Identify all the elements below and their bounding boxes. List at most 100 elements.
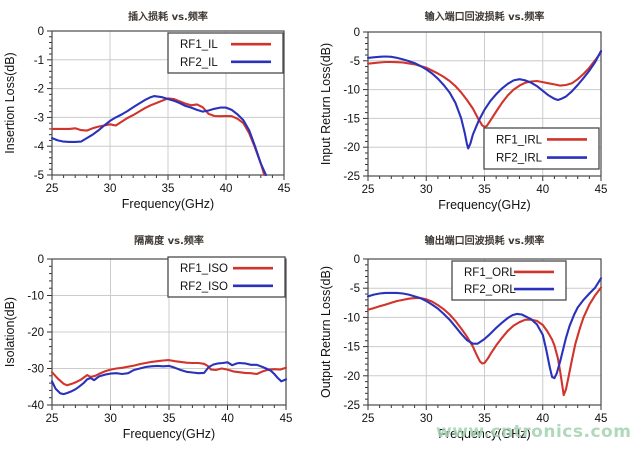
y-tick-labels: -25 -20 -15 -10 -5 0 — [343, 254, 360, 412]
x-tick-labels: 25 30 35 40 45 — [46, 413, 293, 425]
legend: RF1_ISO RF2_ISO — [167, 256, 286, 298]
x-tick-label: 35 — [478, 413, 491, 425]
y-tick-label: 0 — [38, 254, 44, 266]
legend-label: RF2_ISO — [180, 281, 228, 293]
y-tick-label: -20 — [27, 327, 44, 339]
y-tick-label: -10 — [343, 312, 360, 324]
chart-output-return-loss: 输出端口回波损耗 vs.频率 25 30 35 40 45 -25 -20 -15 -10 -5 0 F… — [316, 224, 632, 448]
y-tick-label: 0 — [354, 254, 360, 266]
y-tick-label: -25 — [343, 171, 360, 183]
x-tick-label: 40 — [536, 184, 549, 196]
x-tick-label: 25 — [46, 413, 59, 425]
y-tick-label: -15 — [343, 342, 360, 354]
x-tick-label: 45 — [278, 183, 291, 195]
series-line-RF1_IRL — [366, 51, 603, 129]
y-tick-label: 0 — [38, 26, 44, 38]
series-line-RF2_ORL — [366, 277, 603, 380]
plot-area — [367, 31, 602, 177]
x-tick-label: 25 — [362, 413, 375, 425]
y-tick-label: -5 — [350, 56, 360, 68]
chart-isolation-svg: 隔离度 vs.频率 25 30 35 40 45 -40 -30 -20 -10 0 Frequenc… — [3, 234, 293, 441]
series-line-RF1_ORL — [366, 286, 603, 397]
x-tick-label: 35 — [162, 183, 175, 195]
y-axis-label: Isolation(dB) — [3, 297, 17, 367]
y-tick-label: -15 — [343, 113, 360, 125]
plot-area — [51, 30, 285, 176]
x-tick-label: 30 — [104, 413, 117, 425]
x-tick-label: 35 — [478, 184, 491, 196]
y-tick-label: -10 — [27, 291, 44, 303]
y-tick-label: -30 — [27, 364, 44, 376]
x-tick-labels: 25 30 35 40 45 — [362, 184, 608, 196]
x-axis-label: Frequency(GHz) — [122, 197, 214, 211]
series-line-RF2_ISO — [50, 361, 288, 396]
y-tick-label: -40 — [27, 400, 44, 412]
y-tick-label: -5 — [34, 170, 44, 182]
y-axis-label: Output Return Loss(dB) — [319, 266, 333, 398]
y-tick-labels: -40 -30 -20 -10 0 — [27, 254, 44, 412]
x-tick-label: 25 — [46, 183, 59, 195]
y-axis-label: Input Return Loss(dB) — [319, 43, 333, 165]
chart-title: 输入端口回波损耗 vs.频率 — [425, 10, 545, 23]
y-tick-label: -3 — [34, 112, 44, 124]
legend: RF1_ORL RF2_ORL — [451, 260, 567, 301]
y-tick-label: -25 — [343, 400, 360, 412]
chart-insertion-loss-svg: 插入损耗 vs.频率 25 30 35 40 45 -5 -4 -3 -2 -1 0 Frequency… — [3, 10, 291, 211]
y-tick-label: -10 — [343, 85, 360, 97]
series-line-RF2_IRL — [366, 49, 603, 150]
series-line-RF2_IL — [50, 95, 268, 177]
x-tick-labels: 25 30 35 40 45 — [46, 183, 291, 195]
x-axis-label: Frequency(GHz) — [438, 427, 530, 441]
chart-insertion-loss: 插入损耗 vs.频率 25 30 35 40 45 -5 -4 -3 -2 -1 0 Frequency… — [0, 0, 316, 224]
y-axis-label: Insertion Loss(dB) — [3, 52, 17, 153]
x-tick-label: 40 — [220, 183, 233, 195]
x-tick-label: 25 — [362, 184, 375, 196]
legend-box — [483, 127, 600, 170]
chart-isolation: 隔离度 vs.频率 25 30 35 40 45 -40 -30 -20 -10 0 Frequenc… — [0, 224, 316, 448]
y-tick-label: -20 — [343, 142, 360, 154]
y-tick-label: -1 — [34, 55, 44, 67]
x-tick-label: 40 — [536, 413, 549, 425]
y-tick-label: -2 — [34, 84, 44, 96]
series-line-RF1_ISO — [50, 359, 288, 387]
series-line-RF1_IL — [50, 97, 266, 177]
legend-label: RF1_IRL — [496, 134, 543, 146]
y-tick-labels: -5 -4 -3 -2 -1 0 — [34, 26, 45, 182]
x-tick-label: 45 — [280, 413, 293, 425]
x-tick-label: 45 — [595, 184, 608, 196]
chart-title: 隔离度 vs.频率 — [134, 234, 204, 247]
legend-box — [167, 256, 286, 298]
axis-ticks — [47, 30, 285, 180]
legend-label: RF1_ISO — [180, 263, 228, 275]
legend-label: RF2_ORL — [464, 284, 516, 296]
y-tick-labels: -25 -20 -15 -10 -5 0 — [343, 27, 360, 183]
x-tick-labels: 25 30 35 40 45 — [362, 413, 608, 425]
y-tick-label: -5 — [350, 283, 360, 295]
x-tick-label: 30 — [420, 413, 433, 425]
x-tick-label: 30 — [104, 183, 117, 195]
x-axis-label: Frequency(GHz) — [123, 427, 215, 441]
x-tick-label: 45 — [595, 413, 608, 425]
legend: RF1_IL RF2_IL — [167, 32, 284, 74]
legend-label: RF2_IL — [180, 57, 218, 69]
chart-title: 插入损耗 vs.频率 — [128, 10, 208, 23]
legend-box — [451, 260, 567, 301]
legend-label: RF1_ORL — [464, 267, 516, 279]
x-tick-label: 35 — [163, 413, 176, 425]
y-tick-label: -20 — [343, 371, 360, 383]
chart-input-return-loss: 输入端口回波损耗 vs.频率 25 30 35 40 45 -25 -20 -15 -10 -5 0 F… — [316, 0, 632, 224]
chart-output-return-loss-svg: 输出端口回波损耗 vs.频率 25 30 35 40 45 -25 -20 -15 -10 -5 0 F… — [319, 234, 608, 441]
legend-box — [167, 32, 284, 74]
chart-title: 输出端口回波损耗 vs.频率 — [425, 234, 545, 247]
x-tick-label: 40 — [221, 413, 234, 425]
legend-label: RF2_IRL — [496, 153, 543, 165]
x-axis-label: Frequency(GHz) — [438, 198, 530, 212]
legend: RF1_IRL RF2_IRL — [483, 127, 600, 170]
y-tick-label: 0 — [354, 27, 360, 39]
y-tick-label: -4 — [34, 141, 45, 153]
plot-area — [367, 258, 602, 406]
chart-input-return-loss-svg: 输入端口回波损耗 vs.频率 25 30 35 40 45 -25 -20 -15 -10 -5 0 F… — [319, 10, 608, 212]
legend-label: RF1_IL — [180, 39, 218, 51]
